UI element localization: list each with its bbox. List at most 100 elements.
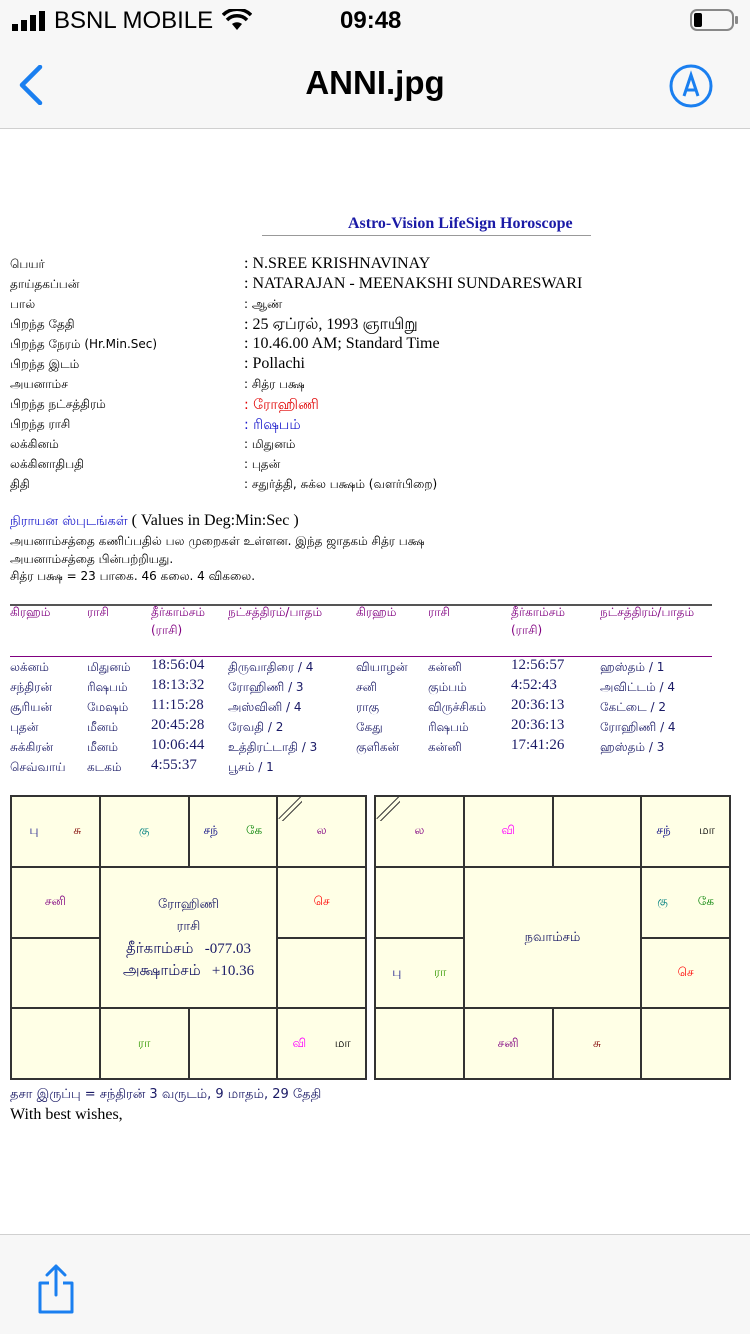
planet-label: சந் xyxy=(203,823,218,838)
closing-text: With best wishes, xyxy=(10,1106,123,1123)
planet-label: வி xyxy=(292,1035,307,1050)
house-cell: வி மா xyxy=(277,1008,366,1079)
bottom-toolbar xyxy=(0,1234,750,1334)
table-cell: சந்திரன் xyxy=(10,680,53,694)
markup-pen-icon[interactable] xyxy=(668,63,714,109)
house-cell: வி xyxy=(463,796,553,867)
table-cell: அவிட்டம் / 4 xyxy=(600,680,676,694)
info-value: : ஆண் xyxy=(244,297,283,311)
table-cell: கன்னி xyxy=(428,660,462,674)
table-cell: 18:56:04 xyxy=(151,657,205,673)
table-cell: 17:41:26 xyxy=(511,737,565,753)
column-header: தீர்காம்சம் xyxy=(511,605,565,619)
table-cell: 20:36:13 xyxy=(511,697,565,713)
house-cell: ரா xyxy=(99,1008,189,1079)
planet-label: பு xyxy=(392,964,402,979)
status-bar: BSNL MOBILE 09:48 xyxy=(0,0,750,40)
info-value: : ரோஹிணி xyxy=(244,397,319,413)
section-title-tamil: நிராயன ஸ்புடங்கள் xyxy=(10,514,128,529)
table-cell: ரிஷபம் xyxy=(428,720,469,734)
table-cell: புதன் xyxy=(10,720,39,734)
table-cell: அஸ்வினி / 4 xyxy=(228,700,302,714)
note-line: சித்ர பக்ஷ = 23 பாகை. 46 கலை. 4 விகலை. xyxy=(10,569,256,583)
house-cell xyxy=(11,937,100,1009)
house-cell xyxy=(552,796,642,867)
info-value: : சதுர்த்தி, சுக்ல பக்ஷம் (வளர்பிறை) xyxy=(244,477,438,491)
page-title: ANNI.jpg xyxy=(305,64,445,101)
table-header-rule xyxy=(10,656,712,657)
info-label: தாய்தகப்பன் xyxy=(10,277,80,291)
table-cell: கும்பம் xyxy=(428,680,467,694)
info-label: பிறந்த ராசி xyxy=(10,417,71,431)
column-header: நட்சத்திரம்/பாதம் xyxy=(228,605,323,619)
planet-label: ல xyxy=(316,823,327,838)
info-label: பிறந்த நட்சத்திரம் xyxy=(10,397,106,411)
share-icon[interactable] xyxy=(36,1263,76,1315)
planet-label: சு xyxy=(73,823,82,838)
table-cell: 18:13:32 xyxy=(151,677,205,693)
planet-label: வி xyxy=(501,823,515,838)
house-cell: சனி xyxy=(11,866,100,938)
table-cell: சூரியன் xyxy=(10,700,53,714)
info-label: பால் xyxy=(10,297,36,311)
info-label: பிறந்த இடம் xyxy=(10,357,80,371)
carrier: BSNL MOBILE xyxy=(54,7,214,34)
house-cell xyxy=(11,1008,100,1079)
house-cell: ல xyxy=(277,796,366,867)
table-cell: லக்னம் xyxy=(10,660,49,674)
chevron-left-icon[interactable] xyxy=(18,65,44,105)
nav-bar: ANNI.jpg xyxy=(0,40,750,129)
house-cell xyxy=(375,1008,464,1079)
table-cell: வியாழன் xyxy=(356,660,408,674)
chart-center-line: தீர்காம்சம் -077.03 xyxy=(126,940,251,957)
chart-center-line: ரோஹிணி xyxy=(158,896,219,912)
info-value: : சித்ர பக்ஷ xyxy=(244,377,305,391)
table-cell: உத்திரட்டாதி / 3 xyxy=(228,740,318,754)
info-value: : 10.46.00 AM; Standard Time xyxy=(244,335,440,352)
house-cell: சந் மா xyxy=(641,796,730,867)
table-cell: ரோஹிணி / 3 xyxy=(228,680,304,694)
planet-label: சனி xyxy=(44,894,66,909)
chart-center: ரோஹிணி ராசி தீர்காம்சம் -077.03 அக்ஷாம்சம் … xyxy=(99,866,278,1009)
planet-label: செ xyxy=(677,964,694,979)
house-cell xyxy=(641,1008,730,1079)
planet-label: கே xyxy=(245,823,263,838)
house-cell: செ xyxy=(641,937,730,1009)
info-value: : 25 ஏப்ரல், 1993 ஞாயிறு xyxy=(244,316,418,333)
table-cell: ஹஸ்தம் / 3 xyxy=(600,740,665,754)
note-line: அயனாம்சத்தை கணிப்பதில் பல முறைகள் உள்ளன.… xyxy=(10,534,425,548)
planet-label: ரா xyxy=(137,1035,151,1050)
navamsa-chart: ல வி சந் மா கு கே பு ரா செ சனி சு நவாம்சம் xyxy=(374,795,731,1080)
column-header: ராசி xyxy=(87,605,109,619)
info-label: லக்கினம் xyxy=(10,437,59,451)
house-cell xyxy=(277,937,366,1009)
house-cell: பு ரா xyxy=(375,937,464,1009)
dasa-balance: தசா இருப்பு = சந்திரன் 3 வருடம், 9 மாதம்… xyxy=(10,1087,322,1102)
rasi-chart: பு சு கு சந் கே ல சனி செ ரா வி மா ரோஹிணி ராசி தீர்காம… xyxy=(10,795,367,1080)
table-cell: விருச்சிகம் xyxy=(428,700,487,714)
table-cell: திருவாதிரை / 4 xyxy=(228,660,314,674)
info-label: திதி xyxy=(10,477,30,491)
info-value: : NATARAJAN - MEENAKSHI SUNDARESWARI xyxy=(244,275,583,292)
table-cell: 4:55:37 xyxy=(151,757,197,773)
table-cell: சனி xyxy=(356,680,377,694)
table-cell: சுக்கிரன் xyxy=(10,740,54,754)
lagna-marker xyxy=(278,797,302,821)
house-cell: கு xyxy=(99,796,189,867)
section-title-suffix: ( Values in Deg:Min:Sec ) xyxy=(131,512,299,529)
house-cell: கு கே xyxy=(641,866,730,938)
chart-center: நவாம்சம் xyxy=(463,866,642,1009)
house-cell: சந் கே xyxy=(188,796,278,867)
info-value: : ரிஷபம் xyxy=(244,417,301,433)
table-cell: 20:45:28 xyxy=(151,717,205,733)
column-header: ராசி xyxy=(428,605,450,619)
table-cell: 10:06:44 xyxy=(151,737,205,753)
table-cell: கடகம் xyxy=(87,760,122,774)
divider xyxy=(262,235,591,236)
table-cell: ராகு xyxy=(356,700,380,714)
brand-title: Astro-Vision LifeSign Horoscope xyxy=(348,215,573,232)
house-cell: பு சு xyxy=(11,796,100,867)
table-cell: பூசம் / 1 xyxy=(228,760,274,774)
lagna-marker xyxy=(376,797,400,821)
info-value: : புதன் xyxy=(244,457,281,471)
